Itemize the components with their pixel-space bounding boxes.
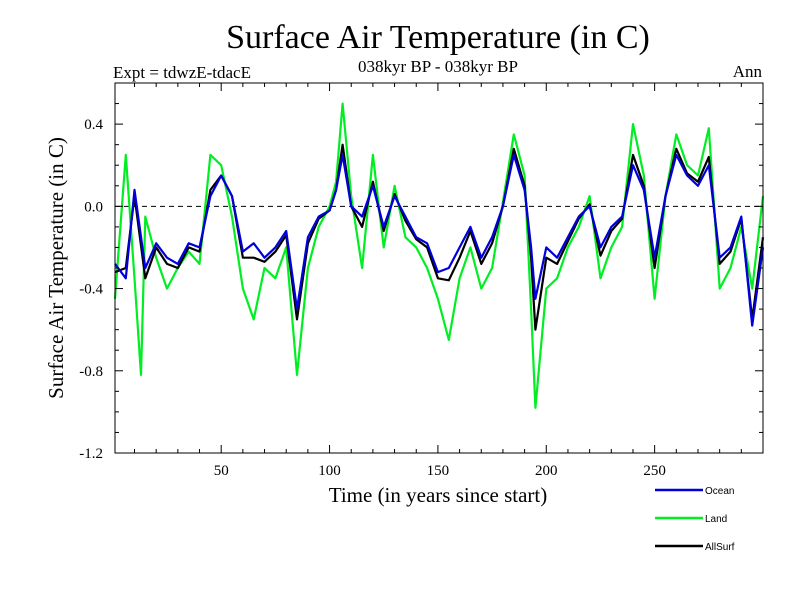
y-tick-label: -1.2 — [79, 446, 103, 462]
plot-layer — [113, 102, 765, 409]
y-tick-label: -0.8 — [79, 364, 103, 380]
series-line-land — [113, 102, 765, 409]
x-tick-label: 200 — [535, 463, 558, 479]
x-tick-label: 250 — [643, 463, 666, 479]
season-label: Ann — [733, 62, 763, 81]
y-tick-label: -0.4 — [79, 282, 103, 298]
legend-label-land: Land — [705, 514, 727, 525]
plot-frame — [114, 82, 764, 454]
x-axis-label: Time (in years since start) — [329, 483, 548, 507]
y-axis-label: Surface Air Temperature (in C) — [44, 137, 68, 399]
series-line-ocean — [114, 153, 765, 327]
ticks-layer: 50 100 150 200 250 -1.2 -0.8 -0.4 0.0 0.4 — [79, 82, 763, 479]
legend-label-ocean: Ocean — [705, 486, 734, 497]
legend: Ocean Land AllSurf — [655, 486, 735, 553]
y-tick-label: 0.0 — [84, 199, 103, 215]
chart-subtitle: 038kyr BP - 038kyr BP — [358, 57, 518, 76]
experiment-label: Expt = tdwzE-tdacE — [113, 63, 251, 82]
legend-label-allsurf: AllSurf — [705, 542, 735, 553]
x-tick-label: 100 — [318, 463, 341, 479]
x-tick-label: 150 — [427, 463, 450, 479]
y-tick-label: 0.4 — [84, 117, 103, 133]
chart-title: Surface Air Temperature (in C) — [226, 19, 650, 56]
x-tick-label: 50 — [214, 463, 229, 479]
